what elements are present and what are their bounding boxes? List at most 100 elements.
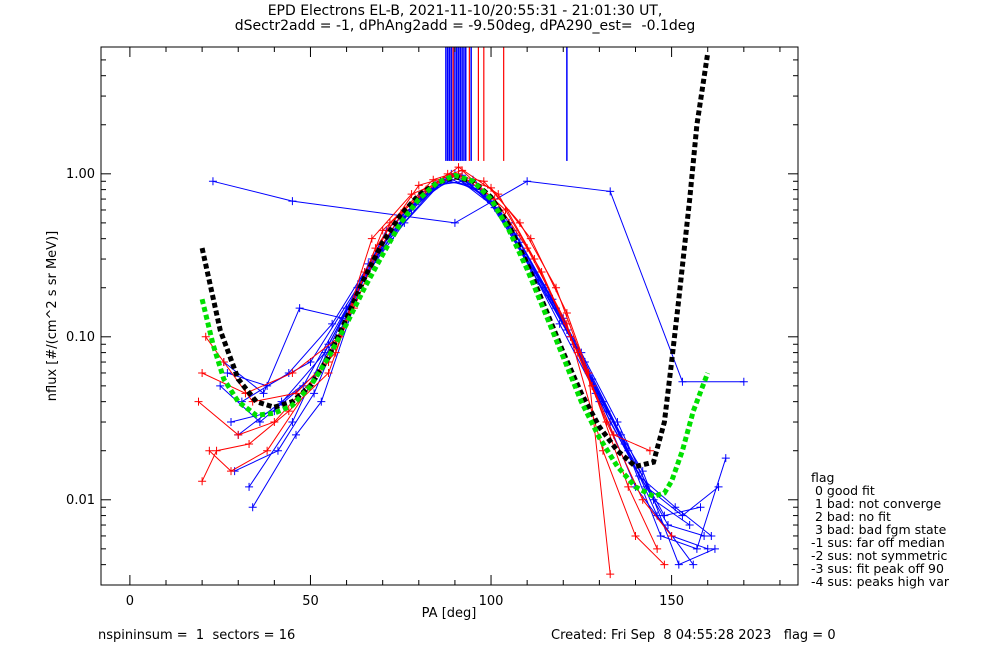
series-line [205,175,611,575]
data-point-marker [671,503,680,512]
data-point-marker [656,531,665,540]
x-tick-label: 100 [479,594,504,609]
data-point-marker [479,177,488,186]
series-group [194,163,748,579]
legend-item: 1 bad: not converge [811,496,942,511]
data-point-marker [450,218,459,227]
data-point-marker [263,446,272,455]
data-point-marker [288,368,297,377]
fit-curve-group [199,52,711,499]
data-point-marker [208,177,217,186]
chart-title-line-1: EPD Electrons EL-B, 2021-11-10/20:55:31 … [267,3,663,19]
data-point-marker [555,319,564,328]
data-point-marker [638,495,647,504]
data-point-marker [674,560,683,569]
series-line [201,166,672,537]
series-line [198,173,665,565]
data-point-marker [689,560,698,569]
series-line [241,173,712,537]
data-point-marker [562,308,571,317]
fit-curve [199,172,711,499]
series-line [237,173,716,566]
x-tick-label: 50 [302,594,319,609]
data-point-marker [515,218,524,227]
plot-frame [100,46,799,586]
data-point-marker [588,381,597,390]
data-point-marker [317,397,326,406]
data-point-marker [270,418,279,427]
data-point-marker [288,418,297,427]
data-point-marker [653,544,662,553]
data-point-marker [328,319,337,328]
data-point-marker [454,163,463,172]
y-tick-label: 0.01 [66,493,95,508]
data-point-marker [248,503,257,512]
data-point-marker [458,166,467,175]
x-tick-label: 150 [659,594,684,609]
data-point-marker [234,430,243,439]
data-point-marker [523,244,532,253]
data-point-marker [707,531,716,540]
data-point-marker [552,283,561,292]
data-point-marker [367,234,376,243]
data-point-marker [216,381,225,390]
data-point-marker [212,446,221,455]
data-point-marker [288,197,297,206]
data-point-marker [678,377,687,386]
series-line [201,173,658,550]
flag-legend: flag 0 good fit 1 bad: not converge 2 ba… [811,471,949,588]
series-line [208,169,651,472]
data-point-marker [526,234,535,243]
data-point-marker [245,482,254,491]
legend-item: -2 sus: not symmetric [811,548,948,563]
x-axis-label: PA [deg] [422,606,477,621]
data-point-marker [310,389,319,398]
data-point-marker [324,368,333,377]
data-point-marker [645,446,654,455]
data-point-marker [685,521,694,530]
data-point-marker [194,397,203,406]
data-point-marker [696,503,705,512]
data-point-marker [624,482,633,491]
legend-item: 3 bad: bad fgm state [811,522,947,537]
x-axis: 0 50 100 150 [126,47,781,609]
data-point-marker [631,531,640,540]
chart-title-line-2: dSectr2add = -1, dPhAng2add = -9.50deg, … [234,18,696,34]
data-point-marker [537,267,546,276]
data-point-marker [414,181,423,190]
legend-item: -4 sus: peaks high var [811,574,950,589]
data-point-marker [205,446,214,455]
legend-header: flag [811,470,835,485]
data-point-marker [700,531,709,540]
data-point-marker [320,348,329,357]
data-point-marker [245,439,254,448]
series-line [219,179,690,526]
data-point-marker [273,446,282,455]
data-point-marker [255,418,264,427]
legend-item: -3 sus: fit peak off 90 [811,561,944,576]
y-axis-label: nflux [#/(cm^2 s sr MeV)] [45,231,60,401]
data-point-marker [292,430,301,439]
data-point-marker [487,183,496,192]
data-point-marker [284,407,293,416]
data-point-marker [227,467,236,476]
y-axis: 0.01 0.10 1.00 [66,59,798,566]
data-point-marker [660,560,669,569]
footer-right-text: Created: Fri Sep 8 04:55:28 2023 flag = … [551,628,836,643]
data-point-marker [523,177,532,186]
footer-left-text: nspininsum = 1 sectors = 16 [98,628,296,643]
legend-item: 0 good fit [811,483,875,498]
data-point-marker [259,389,268,398]
data-point-marker [609,430,618,439]
data-point-marker [721,454,730,463]
y-tick-label: 1.00 [66,167,95,182]
data-point-marker [201,332,210,341]
legend-item: 2 bad: no fit [811,509,891,524]
data-point-marker [667,531,676,540]
data-point-marker [710,544,719,553]
data-point-marker [692,544,701,553]
data-point-marker [223,368,232,377]
data-point-marker [714,482,723,491]
y-tick-label: 0.10 [66,330,95,345]
vertical-line-group [445,47,568,161]
